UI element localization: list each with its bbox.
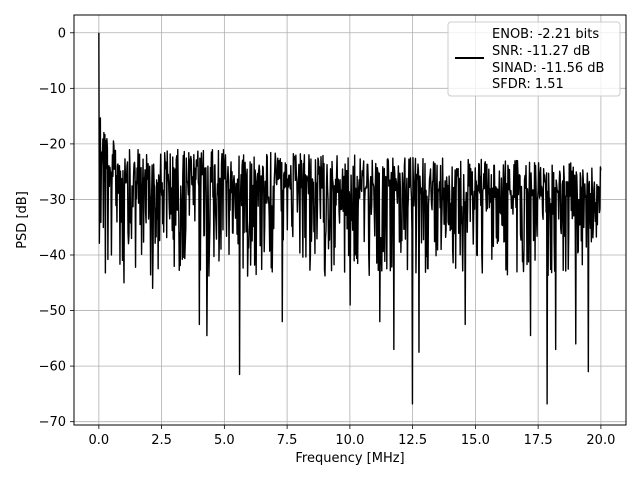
legend-line-enob: ENOB: -2.21 bits [492,27,599,42]
legend-line-sfdr: SFDR: 1.51 [492,77,564,92]
y-tick-label: −60 [39,360,66,375]
legend-line-snr: SNR: -11.27 dB [492,44,590,59]
x-axis-label: Frequency [MHz] [295,451,404,466]
x-tick-label: 15.0 [461,433,490,448]
series-layer [98,32,602,405]
psd-series-line [98,32,602,405]
y-axis-label: PSD [dB] [15,191,30,249]
x-tick-label: 0.0 [89,433,110,448]
x-tick-label: 12.5 [398,433,427,448]
x-tick-label: 10.0 [335,433,364,448]
x-tick-label: 2.5 [151,433,172,448]
y-tick-label: −40 [39,249,66,264]
y-tick-label: −20 [39,137,66,152]
x-tick-label: 5.0 [214,433,235,448]
legend: ENOB: -2.21 bits SNR: -11.27 dB SINAD: -… [447,21,621,97]
x-tick-label: 7.5 [277,433,298,448]
legend-line-sinad: SINAD: -11.56 dB [492,61,604,76]
y-tick-label: −50 [39,304,66,319]
x-tick-label: 20.0 [586,433,615,448]
x-axis: 0.0 2.5 5.0 7.5 10.0 12.5 15.0 17.5 20.0 [89,425,615,448]
y-tick-label: −70 [39,415,66,430]
x-tick-label: 17.5 [524,433,553,448]
y-tick-label: 0 [58,26,66,41]
y-tick-label: −30 [39,193,66,208]
y-tick-label: −10 [39,82,66,97]
y-axis: 0 −10 −20 −30 −40 −50 −60 −70 [39,26,74,430]
legend-box [447,21,621,97]
